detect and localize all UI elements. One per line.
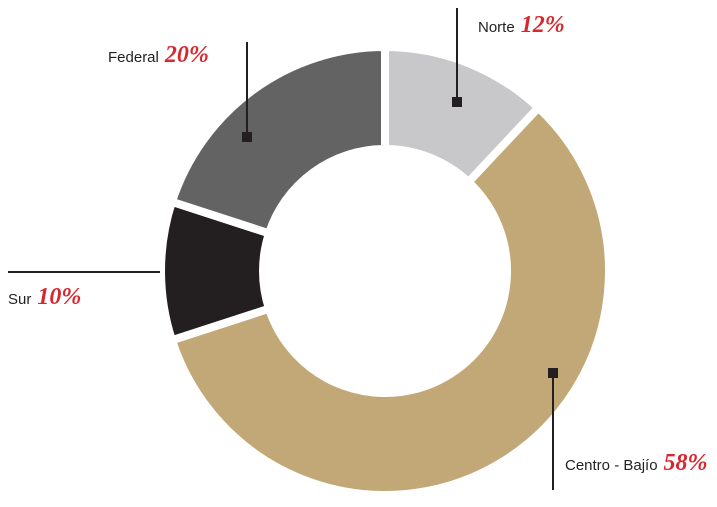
leader-marker <box>452 97 462 107</box>
category-label: Sur <box>8 291 31 308</box>
category-label: Norte <box>478 19 515 36</box>
value-label: 10% <box>37 284 81 310</box>
leader-marker <box>242 132 252 142</box>
donut-segment <box>166 102 613 499</box>
donut-segment <box>166 42 389 239</box>
value-label: 20% <box>164 42 209 68</box>
category-label: Centro - Bajío <box>565 457 658 474</box>
category-label: Federal <box>108 49 159 66</box>
value-label: 58% <box>664 450 708 476</box>
value-label: 12% <box>521 12 565 38</box>
leader-marker <box>548 368 558 378</box>
